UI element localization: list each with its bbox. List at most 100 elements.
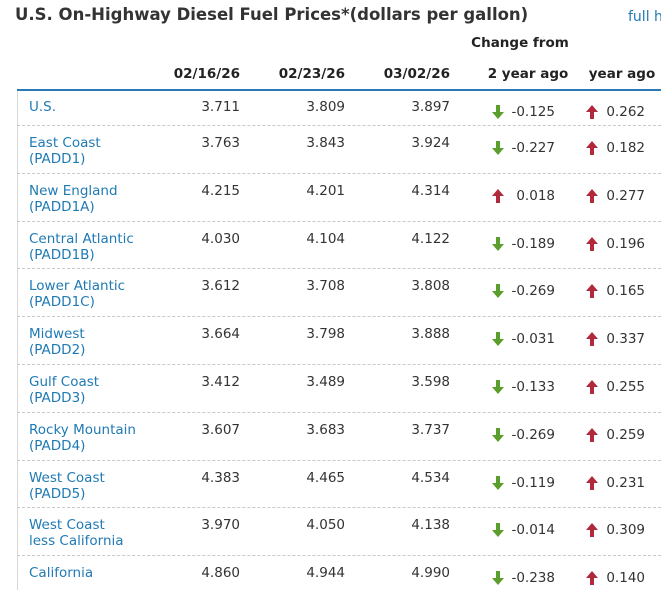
change-cell: 0.262: [606, 104, 645, 120]
price-cell: 4.860: [201, 565, 240, 582]
header-rule: [17, 89, 661, 91]
change-cell: -0.189: [511, 235, 555, 252]
price-cell: 3.737: [411, 421, 450, 438]
price-cell: 4.383: [201, 469, 240, 486]
change-cell: -0.238: [511, 570, 555, 587]
region-name: (PADD1A): [29, 198, 95, 215]
arrow-down: [492, 331, 504, 347]
region-name: (PADD1B): [29, 246, 95, 263]
region-name: Midwest: [29, 326, 85, 343]
row-separator: [17, 411, 661, 413]
region-name: (PADD2): [29, 342, 86, 359]
region-name: (PADD3): [29, 390, 86, 406]
price-cell: 4.104: [306, 230, 345, 247]
price-cell: 4.534: [411, 469, 450, 486]
row-separator: [17, 316, 661, 318]
arrow-down: [492, 283, 504, 299]
price-cell: 4.990: [411, 565, 450, 582]
column-header: 02/23/26: [278, 66, 345, 82]
change-cell: -0.133: [511, 379, 555, 395]
price-cell: 3.888: [411, 326, 450, 343]
price-cell: 3.711: [201, 99, 240, 115]
arrow-down: [492, 140, 504, 155]
change-cell: 0.309: [606, 522, 645, 539]
price-cell: 3.598: [411, 374, 450, 390]
price-cell: 4.944: [306, 565, 345, 582]
arrow-down: [492, 379, 504, 394]
price-cell: 4.465: [306, 469, 345, 486]
price-cell: 4.215: [201, 182, 240, 199]
row-separator: [17, 507, 661, 509]
column-header: 03/02/26: [383, 66, 450, 82]
region-name: (PADD1C): [29, 294, 95, 311]
change-cell: -0.227: [511, 140, 555, 156]
price-cell: 4.138: [411, 517, 450, 534]
row-separator: [17, 268, 661, 270]
price-cell: 3.607: [201, 421, 240, 438]
arrow-down: [492, 522, 504, 538]
arrow-down: [492, 104, 504, 119]
change-cell: 0.196: [606, 235, 645, 252]
arrow-down: [492, 570, 504, 586]
change-cell: 0.018: [516, 187, 555, 204]
change-cell: 0.255: [606, 379, 645, 395]
change-cell: -0.014: [511, 522, 555, 539]
region-name: East Coast: [29, 135, 101, 151]
change-cell: 0.259: [606, 426, 645, 443]
arrow-up: [586, 236, 598, 251]
price-cell: 3.683: [306, 421, 345, 438]
change-cell: 0.140: [606, 570, 645, 587]
price-cell: 4.050: [306, 517, 345, 534]
change-cell: -0.269: [511, 283, 555, 300]
arrow-up: [586, 379, 598, 394]
price-cell: 4.201: [306, 182, 345, 199]
arrow-up: [492, 188, 504, 203]
region-name: less California: [29, 533, 124, 550]
region-name: Gulf Coast: [29, 374, 100, 390]
price-cell: 3.489: [306, 374, 345, 390]
page-title: U.S. On-Highway Diesel Fuel Prices*(doll…: [15, 5, 529, 24]
price-cell: 3.843: [306, 135, 345, 151]
row-separator: [17, 172, 661, 174]
region-name: California: [29, 565, 94, 582]
price-cell: 4.314: [411, 182, 450, 199]
arrow-up: [586, 331, 598, 347]
price-cell: 3.809: [306, 99, 345, 115]
change-cell: -0.031: [511, 331, 555, 348]
price-cell: 3.924: [411, 135, 450, 151]
change-cell: 0.231: [606, 474, 645, 491]
arrow-up: [586, 140, 598, 155]
change-cell: 0.337: [606, 331, 645, 348]
region-name: (PADD4): [29, 437, 86, 454]
change-cell: 0.277: [606, 187, 645, 204]
change-cell: 0.165: [606, 283, 645, 300]
region-name: Lower Atlantic: [29, 278, 126, 295]
row-separator: [17, 364, 661, 365]
change-cell: -0.119: [511, 474, 555, 491]
row-separator: [17, 459, 661, 461]
arrow-up: [586, 283, 598, 299]
region-name: New England: [29, 182, 118, 199]
price-cell: 3.808: [411, 278, 450, 295]
price-cell: 3.412: [201, 374, 240, 390]
arrow-down: [492, 236, 504, 251]
change-cell: -0.125: [511, 104, 555, 120]
region-name: Central Atlantic: [29, 230, 134, 247]
column-header: 2 year ago: [487, 66, 569, 82]
arrow-up: [586, 522, 598, 538]
change-cell: 0.182: [606, 140, 645, 156]
left-border: [17, 91, 18, 590]
price-cell: 3.897: [411, 99, 450, 115]
row-separator: [17, 220, 661, 222]
row-separator: [17, 555, 661, 557]
change-cell: -0.269: [511, 426, 555, 443]
price-cell: 4.030: [201, 230, 240, 247]
full-history-link[interactable]: full h: [628, 9, 661, 25]
region-name: (PADD5): [29, 485, 86, 502]
column-header: 02/16/26: [173, 66, 240, 82]
group-header: Change from: [471, 35, 569, 51]
region-name: West Coast: [29, 469, 105, 486]
column-header: year ago: [588, 66, 656, 82]
price-cell: 3.970: [201, 517, 240, 534]
